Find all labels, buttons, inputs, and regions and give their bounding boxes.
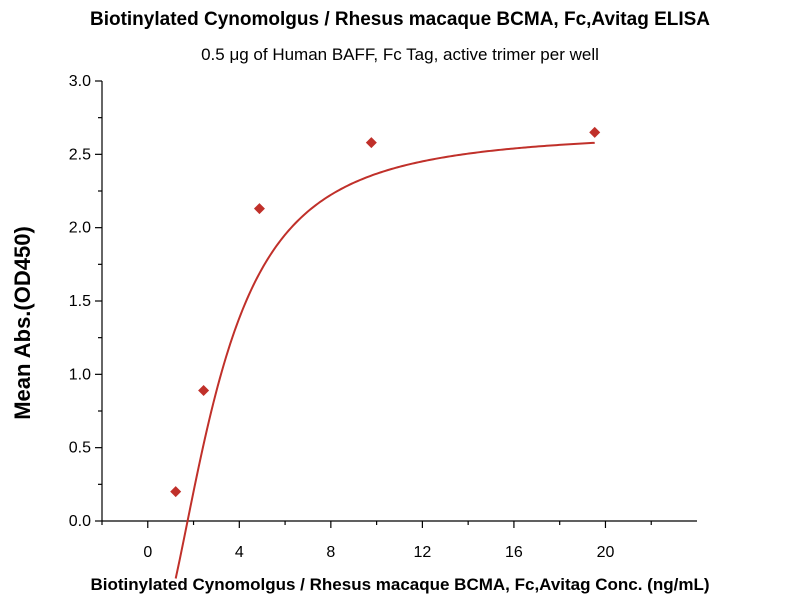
fit-curve bbox=[174, 141, 595, 579]
y-tick-label: 0.0 bbox=[69, 513, 91, 530]
x-tick-label: 0 bbox=[143, 544, 152, 561]
x-tick-label: 8 bbox=[326, 544, 335, 561]
x-axis-title: Biotinylated Cynomolgus / Rhesus macaque… bbox=[91, 575, 710, 594]
y-tick-label: 1.5 bbox=[69, 293, 91, 310]
data-point bbox=[170, 486, 182, 498]
data-point bbox=[365, 137, 377, 149]
x-ticks: 0 4 8 12 16 20 bbox=[101, 521, 652, 561]
y-tick-label: 1.0 bbox=[69, 366, 91, 383]
x-tick-label: 20 bbox=[597, 544, 615, 561]
x-tick-label: 12 bbox=[413, 544, 431, 561]
axes bbox=[101, 81, 697, 522]
x-tick-label: 16 bbox=[505, 544, 523, 561]
data-point bbox=[198, 384, 210, 396]
y-axis-title: Mean Abs.(OD450) bbox=[10, 226, 35, 420]
data-points bbox=[170, 126, 601, 498]
chart-title: Biotinylated Cynomolgus / Rhesus macaque… bbox=[90, 9, 710, 30]
y-ticks: 0.0 0.5 1.0 1.5 2.0 2.5 3.0 bbox=[69, 73, 102, 530]
chart-subtitle: 0.5 μg of Human BAFF, Fc Tag, active tri… bbox=[201, 45, 599, 64]
y-tick-label: 2.0 bbox=[69, 220, 91, 237]
x-tick-label: 4 bbox=[235, 544, 244, 561]
data-point bbox=[253, 203, 265, 215]
y-tick-label: 3.0 bbox=[69, 73, 91, 90]
y-tick-label: 0.5 bbox=[69, 440, 91, 457]
y-tick-label: 2.5 bbox=[69, 146, 91, 163]
data-point bbox=[589, 126, 601, 138]
